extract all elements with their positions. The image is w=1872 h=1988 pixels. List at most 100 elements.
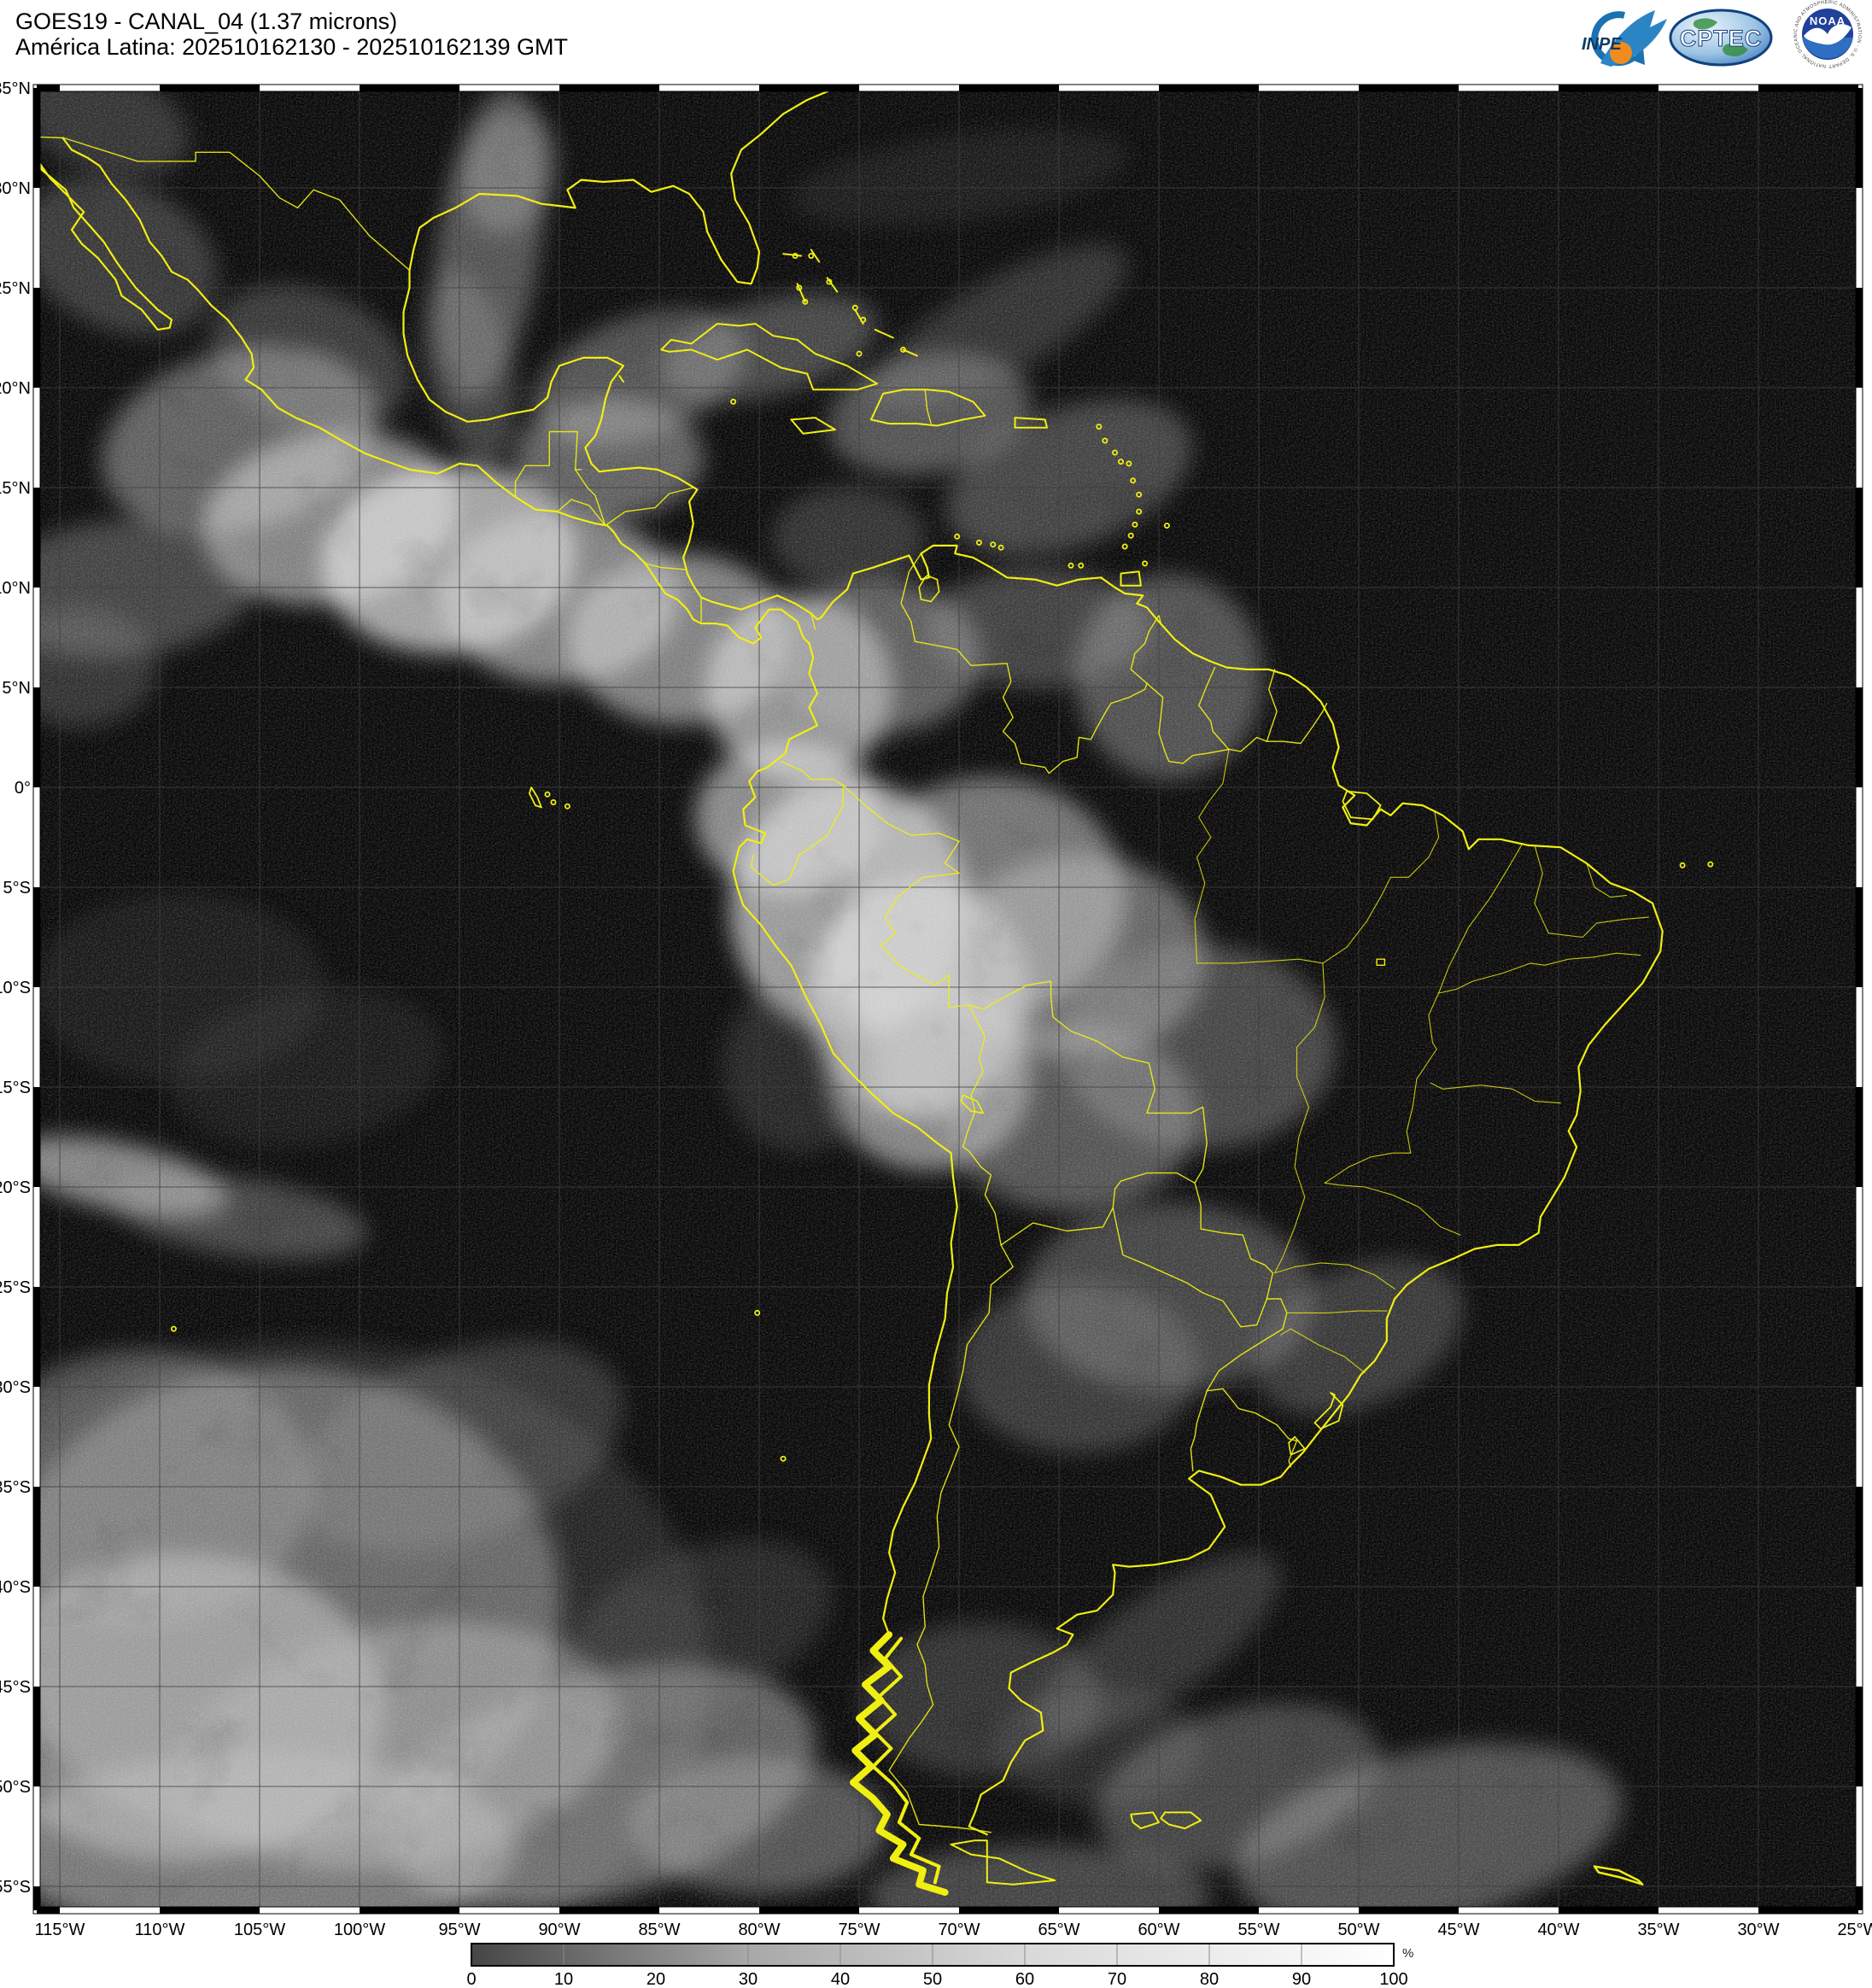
pernambuco-line <box>1530 952 1641 966</box>
colombia-peru-brazil <box>842 785 970 1009</box>
lat-label: 20°S <box>0 1178 31 1197</box>
island-dot <box>900 346 907 353</box>
product-title: GOES19 - CANAL_04 (1.37 microns) <box>15 9 397 34</box>
colorbar-tick-label: 10 <box>554 1970 573 1988</box>
brazil-east-coast <box>1379 802 1664 1342</box>
product-timestamp: América Latina: 202510162130 - 202510162… <box>15 34 568 60</box>
amazon-guianas-coast <box>1099 576 1382 827</box>
lon-label: 70°W <box>938 1921 980 1939</box>
piaui-ceara <box>1534 845 1549 934</box>
lat-label: 35°S <box>0 1478 31 1497</box>
paraguay-brazil <box>1194 1182 1274 1300</box>
island-dot <box>1121 543 1128 550</box>
island-dot <box>1132 521 1138 528</box>
colombia-venezuela <box>900 553 1022 764</box>
noaa-seagull-icon <box>1804 24 1852 45</box>
peru-bolivia-chile <box>962 1004 1002 1246</box>
goias-minas <box>1324 1152 1412 1184</box>
parana-santacatarina <box>1286 1310 1388 1313</box>
ceara-rn <box>1586 862 1628 898</box>
cuba <box>660 323 879 391</box>
lon-label: 55°W <box>1237 1921 1279 1939</box>
island-dot <box>170 1325 177 1332</box>
honduras-nicaragua <box>605 487 694 527</box>
bahia-minas <box>1430 1082 1561 1104</box>
lat-label: 30°N <box>0 179 31 198</box>
island-dot <box>1112 449 1119 456</box>
cptec-continent2-icon <box>1723 43 1748 56</box>
island-dot <box>1707 861 1714 868</box>
lon-label: 25°W <box>1837 1921 1872 1939</box>
island-dot <box>1068 562 1074 569</box>
panama-colombia <box>810 612 816 630</box>
maranhao-piaui <box>1438 842 1524 994</box>
ecuador-peru <box>750 785 844 886</box>
island-dot <box>1118 459 1125 465</box>
chile-fjords <box>850 1631 949 1896</box>
lon-label: 95°W <box>438 1921 480 1939</box>
salvador-honduras <box>557 499 606 527</box>
puerto-rico <box>1014 417 1048 429</box>
south-georgia <box>1593 1865 1644 1886</box>
cptec-label: CPTEC <box>1680 26 1763 51</box>
lat-label: 50°S <box>0 1778 31 1797</box>
island-dot <box>990 541 997 548</box>
colorbar-unit: % <box>1402 1946 1413 1961</box>
lagoa-dos-patos <box>1313 1392 1344 1430</box>
guatemala-mexico <box>514 430 582 497</box>
island-dot <box>550 799 557 806</box>
tierra-del-fuego <box>950 1839 1056 1886</box>
galapagos-isabela <box>529 786 542 809</box>
lon-label: 80°W <box>738 1921 780 1939</box>
reservoir <box>1376 958 1386 967</box>
reflectance-colorbar: 0 10 20 30 40 50 60 70 80 90 100 % <box>466 1943 1413 1988</box>
lon-label: 30°W <box>1737 1921 1779 1939</box>
lat-label: 25°S <box>0 1278 31 1297</box>
island-dot <box>1127 532 1134 539</box>
lat-label: 20°N <box>0 379 31 398</box>
para-matogrosso <box>1196 958 1324 964</box>
island-dot <box>1136 491 1143 498</box>
grand-bahama <box>782 253 803 257</box>
marajo <box>1342 790 1382 821</box>
us-mexico <box>37 136 411 272</box>
lake-titicaca <box>960 1094 984 1114</box>
island-dot <box>997 544 1004 551</box>
island-dot <box>1126 460 1132 467</box>
bolivia-paraguay <box>1112 1172 1196 1209</box>
island-dot <box>792 253 799 260</box>
venezuela-guyana <box>1130 615 1162 684</box>
island-dot <box>544 791 551 798</box>
sensor-speckle-noise <box>37 88 1859 1910</box>
island-dot <box>826 278 833 285</box>
lat-label: 40°S <box>0 1578 31 1597</box>
colorbar-tick-label: 80 <box>1200 1970 1219 1988</box>
colorbar-tick-label: 100 <box>1379 1970 1407 1988</box>
map-frame <box>32 84 1863 1915</box>
lat-label: 35°N <box>0 79 31 98</box>
lon-label: 115°W <box>35 1921 85 1939</box>
lat-label: 15°N <box>0 479 31 498</box>
saopaulo-parana <box>1274 1262 1395 1289</box>
inpe-orbit-arrowhead-icon <box>1631 48 1645 65</box>
lon-label: 65°W <box>1038 1921 1079 1939</box>
noaa-logo: NOAA NATIONAL OCEANIC AND ATMOSPHERIC AD… <box>1787 0 1863 70</box>
island-dot <box>1078 562 1085 569</box>
island-dot <box>796 284 803 291</box>
bolivia-brazil <box>968 980 1208 1184</box>
frguiana-brazil <box>1266 703 1328 745</box>
guyana-suriname <box>1198 666 1230 751</box>
lon-label: 90°W <box>538 1921 580 1939</box>
lat-label: 5°N <box>2 679 31 698</box>
caribbean-gulf-coast <box>402 269 1103 621</box>
argentina-atlantic <box>968 1340 1388 1836</box>
lon-label: 100°W <box>334 1921 385 1939</box>
colorbar-tick-label: 0 <box>466 1970 476 1988</box>
hispaniola <box>870 389 986 427</box>
inpe-logo: INPE <box>1582 10 1667 67</box>
island-dot <box>1163 523 1170 529</box>
inpe-label: INPE <box>1582 35 1622 54</box>
paraguay-argentina <box>1112 1207 1268 1328</box>
lon-label: 105°W <box>234 1921 285 1939</box>
